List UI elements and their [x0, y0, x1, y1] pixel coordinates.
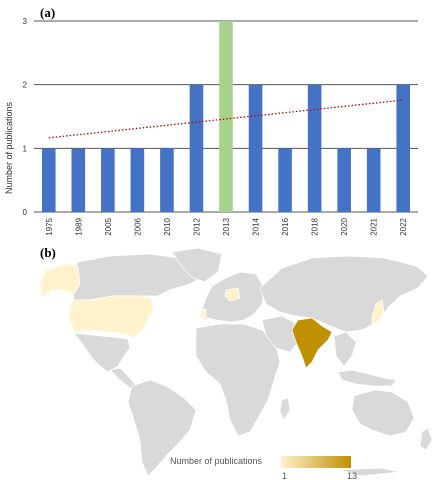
- x-tick-label: 2016: [281, 217, 290, 235]
- panel-a-label: (a): [40, 5, 55, 20]
- map-country-usa: [67, 295, 155, 339]
- bar-2006: [130, 148, 145, 212]
- bar-2016: [278, 148, 292, 212]
- x-tick-label: 2022: [399, 217, 408, 235]
- bar-2020: [337, 148, 351, 212]
- map-region-canada: [69, 253, 209, 301]
- map-country-usa-alaska: [39, 263, 81, 299]
- map-region-australia: [351, 389, 415, 437]
- map-region-antarctica: [339, 467, 401, 477]
- map-country-japan: [371, 299, 385, 325]
- bar-2010: [160, 148, 174, 212]
- map-region-southeast-asia: [333, 331, 357, 367]
- y-tick-label: 2: [23, 81, 28, 90]
- x-tick-label: 2018: [311, 217, 320, 235]
- x-tick-label: 1975: [45, 217, 54, 235]
- map-region-south-america: [127, 379, 197, 477]
- map-region-africa: [195, 323, 281, 437]
- map-region-middle-east: [261, 315, 301, 353]
- bar-2021: [366, 148, 381, 212]
- bar-chart: 0 1 2 3 1975 1989 2005 2006 2010 2012 2013 2014 2016…: [23, 17, 418, 236]
- bar-2022: [396, 84, 411, 212]
- map-region-madagascar: [279, 397, 291, 421]
- x-tick-label: 2005: [104, 217, 113, 235]
- map-country-poland: [224, 287, 241, 302]
- y-axis-label: Number of publications: [4, 101, 14, 194]
- map-region-mexico: [73, 332, 131, 373]
- x-tick-label: 2020: [340, 217, 349, 235]
- y-tick-label: 0: [23, 208, 28, 217]
- bar-1975: [41, 148, 56, 212]
- x-tick-label: 2021: [370, 217, 379, 235]
- panel-b-label: (b): [40, 245, 56, 260]
- y-tick-label: 3: [23, 17, 28, 26]
- world-map: [39, 247, 433, 477]
- x-tick-label: 2013: [222, 217, 231, 235]
- bar-2013: [219, 21, 233, 212]
- bar-2012: [189, 84, 204, 212]
- map-region-central-america: [109, 367, 137, 389]
- map-region-asia: [259, 255, 429, 333]
- x-tick-label: 2012: [192, 217, 201, 235]
- y-tick-label: 1: [23, 144, 28, 153]
- map-country-portugal: [201, 308, 207, 321]
- map-region-indonesia: [337, 369, 397, 387]
- legend-max-label: 13: [347, 471, 357, 480]
- legend-color-bar: [281, 456, 351, 468]
- x-tick-label: 1989: [74, 217, 83, 235]
- map-region-greenland: [171, 247, 223, 283]
- legend-min-label: 1: [282, 471, 287, 480]
- bar-1989: [71, 148, 86, 212]
- bar-2018: [307, 84, 322, 212]
- x-tick-label: 2010: [163, 217, 172, 235]
- legend-title: Number of publications: [170, 456, 263, 466]
- x-tick-label: 2006: [133, 217, 142, 235]
- map-country-india: [291, 317, 333, 369]
- bar-2014: [248, 84, 263, 212]
- x-tick-label: 2014: [252, 217, 261, 235]
- map-region-new-zealand: [419, 427, 433, 451]
- bar-2005: [101, 148, 115, 212]
